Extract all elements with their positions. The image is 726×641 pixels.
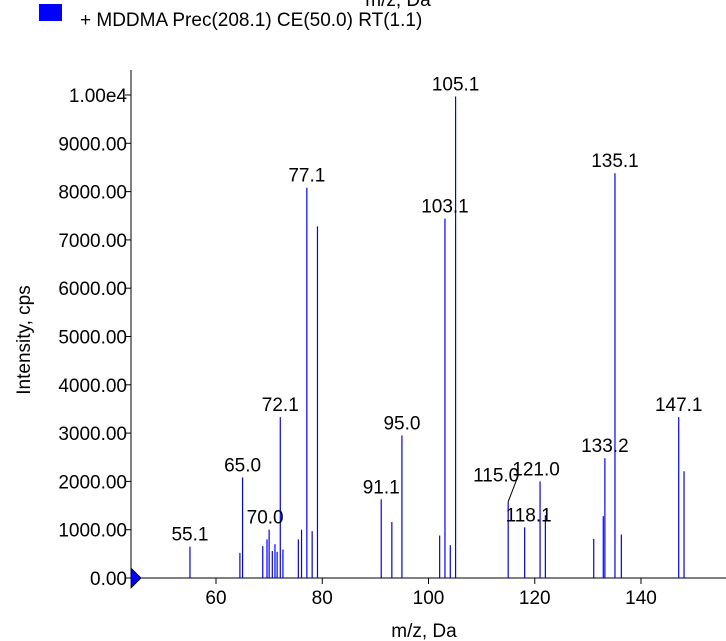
peak-label: 135.1 [591, 151, 639, 172]
peak-label: 55.1 [171, 525, 208, 546]
y-tick-label: 3000.00 [58, 424, 127, 445]
top-axis-label: m/z, Da [365, 0, 431, 11]
peak-label: 118.1 [506, 505, 552, 526]
y-tick-label: 8000.00 [58, 183, 127, 204]
legend-swatch [39, 4, 62, 21]
peak-label: 115.0 [473, 466, 519, 487]
x-tick-label: 80 [312, 588, 333, 609]
peak-label: 121.0 [512, 459, 560, 480]
peak-label: 65.0 [224, 456, 261, 477]
x-axis-title: m/z, Da [391, 621, 457, 641]
y-axis-title: Intensity, cps [14, 285, 35, 394]
peak-label: 133.2 [581, 436, 629, 457]
peak-label: 72.1 [262, 395, 299, 416]
peak-label: 103.1 [421, 197, 469, 218]
y-tick-label: 9000.00 [58, 134, 127, 155]
y-tick-label: 6000.00 [58, 279, 127, 300]
peak-label: 91.1 [363, 477, 400, 498]
x-tick-label: 140 [625, 588, 657, 609]
y-tick-label: 1.00e4 [69, 86, 128, 107]
y-tick-label: 0.00 [90, 569, 127, 590]
peak-label: 147.1 [655, 395, 703, 416]
baseline-marker-icon [130, 567, 142, 589]
y-tick-label: 1000.00 [58, 521, 127, 542]
peak-label: 95.0 [383, 414, 420, 435]
x-tick-label: 60 [205, 588, 226, 609]
plot-area: 0.00 1000.00 2000.00 3000.00 4000.00 5000.00 6… [58, 70, 726, 609]
legend-label: + MDDMA Prec(208.1) CE(50.0) RT(1.1) [80, 10, 422, 31]
x-tick-label: 120 [519, 588, 551, 609]
peak-label: 77.1 [288, 166, 325, 187]
y-tick-label: 5000.00 [58, 328, 127, 349]
y-tick-label: 2000.00 [58, 472, 127, 493]
peak-label: 70.0 [247, 508, 284, 529]
x-tick-label: 100 [413, 588, 445, 609]
peak-label-leader [507, 475, 519, 502]
peak-label: 105.1 [432, 74, 480, 95]
y-tick-label: 7000.00 [58, 231, 127, 252]
y-tick-label: 4000.00 [58, 376, 127, 397]
